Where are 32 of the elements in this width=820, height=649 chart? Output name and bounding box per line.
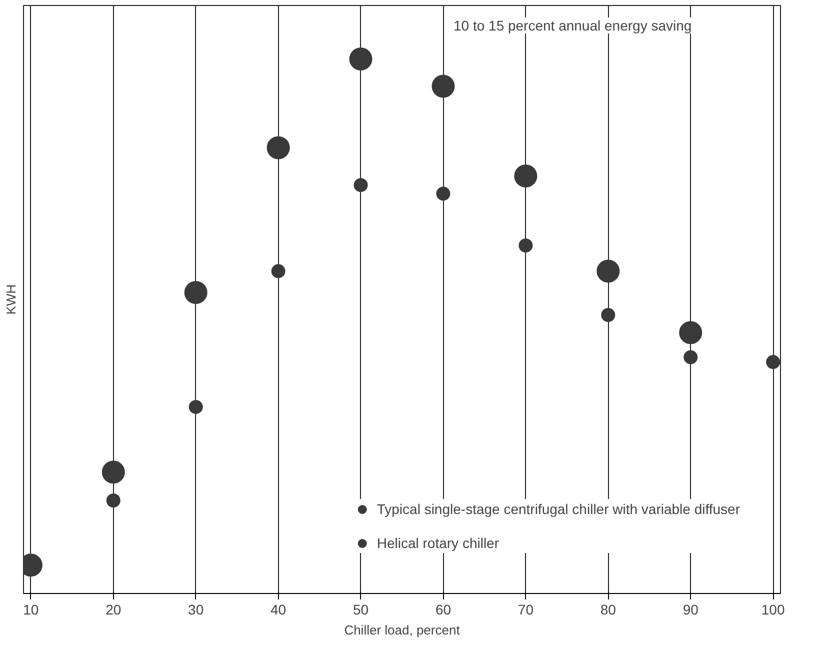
x-tick-label: 100 <box>761 602 785 618</box>
point <box>514 164 538 188</box>
x-tick-label: 80 <box>600 602 616 618</box>
point <box>596 260 620 283</box>
x-tick-label: 60 <box>435 602 452 618</box>
point <box>271 264 286 278</box>
point <box>102 460 125 484</box>
y-axis-title: KWH <box>4 284 18 315</box>
point <box>679 321 702 344</box>
point <box>766 355 780 370</box>
point <box>354 178 368 192</box>
legend-label: Typical single-stage centrifugal chiller with variable diffuser <box>376 501 740 517</box>
point <box>349 47 372 70</box>
point <box>266 136 290 160</box>
x-tick-label: 10 <box>23 602 39 618</box>
point <box>106 494 120 508</box>
point <box>518 238 533 252</box>
x-tick-label: 30 <box>188 602 204 618</box>
x-tick-label: 70 <box>518 602 534 618</box>
point <box>601 308 616 322</box>
point <box>184 281 208 304</box>
x-tick-label: 40 <box>270 602 286 618</box>
point <box>188 400 203 414</box>
point <box>684 350 698 364</box>
text: 10 to 15 percent annual energy saving <box>454 18 692 34</box>
x-tick-label: 50 <box>352 602 369 618</box>
point <box>436 186 450 201</box>
point <box>432 74 455 98</box>
x-tick-label: 20 <box>106 602 122 618</box>
x-tick-label: 90 <box>682 602 699 618</box>
legend-label: Helical rotary chiller <box>376 535 500 551</box>
x-axis-title: Chiller load, percent <box>344 622 460 638</box>
